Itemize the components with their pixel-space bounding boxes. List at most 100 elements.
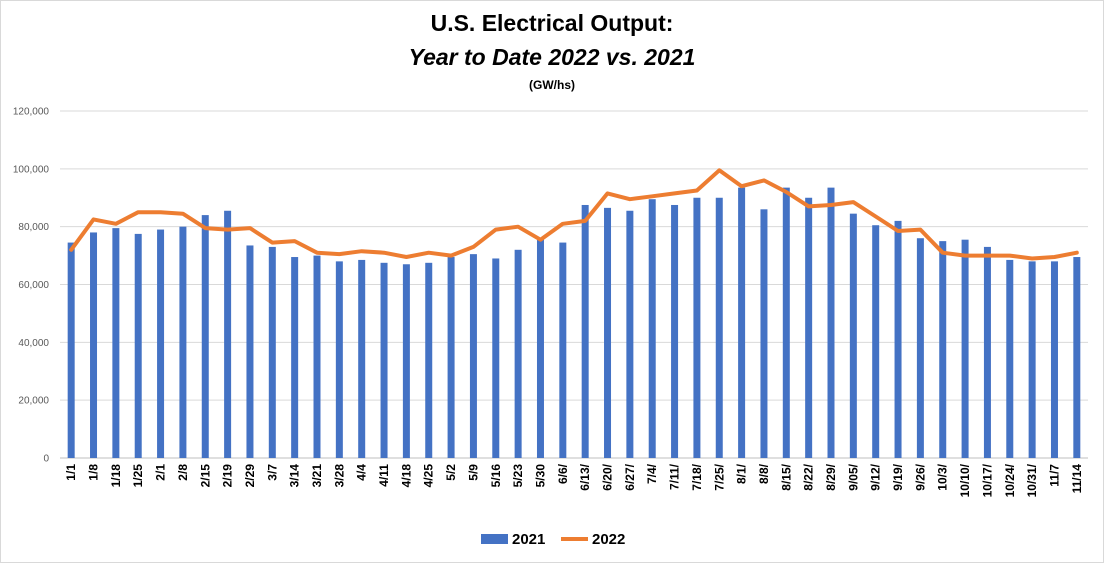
bar-2021: [894, 220, 902, 458]
bar-2021: [693, 197, 701, 458]
legend: 2021 2022: [481, 531, 625, 548]
y-tick-label: 0: [43, 454, 49, 465]
x-tick-label: 5/16: [489, 464, 503, 488]
x-tick-label: 2/8: [176, 464, 190, 481]
bar-2021: [559, 242, 567, 458]
y-tick-label: 80,000: [18, 222, 49, 233]
bar-2021: [983, 246, 991, 458]
bar-2021: [1028, 261, 1036, 458]
bar-2021: [447, 257, 455, 458]
x-tick-label: 5/9: [466, 464, 480, 481]
bar-2021: [916, 238, 924, 458]
x-tick-label: 6/27/: [623, 463, 637, 490]
x-tick-label: 4/25: [422, 464, 436, 488]
bar-2021: [67, 242, 75, 458]
bars-2021: [67, 187, 1081, 459]
x-tick-label: 9/19/: [891, 463, 905, 490]
bar-2021: [939, 241, 947, 458]
x-tick-label: 2/15: [198, 464, 212, 488]
y-tick-label: 120,000: [13, 107, 50, 118]
bar-2021: [1073, 257, 1081, 458]
bar-2021: [90, 232, 98, 458]
x-tick-label: 8/29/: [824, 463, 838, 490]
bar-2021: [402, 264, 410, 458]
x-tick-label: 9/12/: [869, 463, 883, 490]
y-tick-label: 100,000: [13, 164, 50, 175]
legend-label-2021: 2021: [512, 531, 545, 548]
x-tick-label: 10/24/: [1003, 463, 1017, 497]
x-tick-label: 9/05/: [846, 463, 860, 490]
bar-2021: [715, 197, 723, 458]
bar-2021: [648, 199, 656, 458]
y-axis-ticks: 0 20,000 40,000 60,000 80,000 100,000 120,000: [13, 107, 50, 465]
x-tick-label: 6/6/: [556, 463, 570, 484]
x-tick-label: 3/7: [265, 464, 279, 481]
gridlines: [60, 110, 1088, 459]
x-tick-label: 1/18: [109, 464, 123, 488]
bar-2021: [224, 210, 232, 458]
x-tick-label: 8/22/: [802, 463, 816, 490]
bar-2021: [201, 215, 209, 458]
x-tick-label: 3/21: [310, 464, 324, 488]
bar-2021: [112, 228, 120, 458]
x-tick-label: 11/14: [1070, 464, 1084, 494]
bar-2021: [1050, 261, 1058, 458]
x-tick-label: 5/30: [533, 464, 547, 488]
bar-2021: [604, 207, 612, 458]
x-tick-label: 2/29: [243, 464, 257, 488]
series-line-2022: [69, 168, 1079, 261]
bar-2021: [246, 245, 254, 458]
x-axis-ticks: 1/1 1/8 1/18 1/25 2/1 2/8 2/15 2/19 2/29 3/7 3/14 3…: [64, 463, 1084, 497]
x-tick-label: 8/15/: [779, 463, 793, 490]
x-tick-label: 11/7: [1047, 464, 1061, 487]
bar-2021: [536, 238, 544, 458]
bar-2021: [425, 262, 433, 458]
x-tick-label: 1/8: [87, 464, 101, 481]
x-tick-label: 3/14: [288, 464, 302, 488]
bar-2021: [760, 209, 768, 458]
x-tick-label: 7/18/: [690, 463, 704, 490]
bar-2021: [469, 254, 477, 458]
x-tick-label: 10/17/: [980, 463, 994, 497]
bar-2021: [134, 233, 142, 458]
x-tick-label: 9/26/: [913, 463, 927, 490]
x-tick-label: 3/28: [332, 464, 346, 488]
legend-label-2022: 2022: [592, 531, 625, 548]
bar-2021: [514, 249, 522, 458]
bar-2021: [827, 187, 835, 459]
bar-2021: [268, 246, 276, 458]
x-tick-label: 7/11/: [668, 463, 682, 490]
x-tick-label: 7/25/: [712, 463, 726, 490]
x-tick-label: 8/8/: [757, 463, 771, 484]
chart-unit-label: (GW/hs): [529, 78, 575, 92]
bar-2021: [291, 257, 299, 458]
x-tick-label: 10/3/: [936, 463, 950, 490]
x-tick-label: 1/1: [64, 464, 78, 481]
bar-2021: [492, 258, 500, 458]
bar-2021: [738, 187, 746, 459]
x-tick-label: 1/25: [131, 464, 145, 488]
bar-2021: [805, 197, 813, 458]
line-2022: [69, 168, 1079, 261]
bar-2021: [358, 259, 366, 458]
x-tick-label: 4/11: [377, 464, 391, 487]
x-tick-label: 5/2: [444, 464, 458, 481]
bar-2021: [849, 213, 857, 458]
x-tick-label: 8/1/: [735, 463, 749, 484]
x-tick-label: 2/1: [154, 464, 168, 481]
bar-2021: [961, 239, 969, 458]
x-tick-label: 2/19: [221, 464, 235, 488]
bar-2021: [671, 204, 679, 458]
x-tick-label: 7/4/: [645, 463, 659, 484]
x-tick-label: 4/18: [399, 464, 413, 488]
chart-subtitle: Year to Date 2022 vs. 2021: [408, 44, 696, 70]
x-tick-label: 4/4: [355, 464, 369, 481]
bar-2021: [581, 204, 589, 458]
bar-2021: [313, 255, 321, 458]
x-tick-label: 10/10/: [958, 463, 972, 497]
x-tick-label: 5/23: [511, 464, 525, 488]
x-tick-label: 6/20/: [601, 463, 615, 490]
bar-2021: [626, 210, 634, 458]
bar-2021: [380, 262, 388, 458]
